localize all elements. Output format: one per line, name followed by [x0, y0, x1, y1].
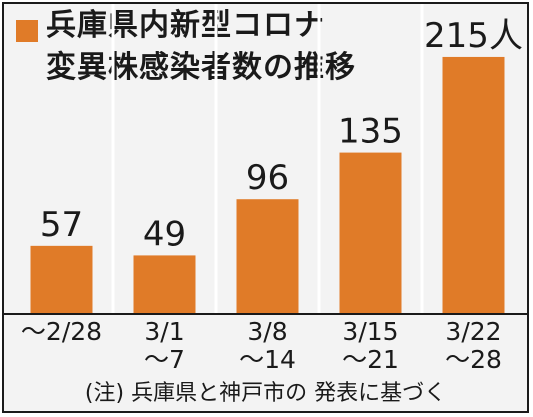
chart-frame: 兵庫県内新型コロナ 変異株感染者数の推移 57 49 96 135 215人 ～2/28…: [2, 2, 529, 413]
title-marker-square: [16, 20, 38, 42]
bar-chart: 57 49 96 135 215人: [4, 4, 527, 315]
bar-value-label: 135: [338, 112, 403, 152]
bar: [133, 255, 196, 314]
chart-title-line-1: 兵庫県内新型コロナ: [46, 8, 325, 43]
x-tick-label: 3/22: [445, 317, 502, 346]
x-tick-label: ～7: [144, 345, 185, 374]
bar: [30, 245, 93, 314]
x-tick-label: 3/15: [342, 317, 399, 346]
bar: [339, 152, 402, 314]
bar: [442, 56, 505, 314]
bar: [236, 199, 299, 314]
chart-footnote: (注) 兵庫県と神戸市の 発表に基づく: [84, 381, 447, 406]
x-tick-label: 3/8: [247, 317, 288, 346]
x-tick-label: ～28: [445, 345, 502, 374]
x-tick-label: ～2/28: [20, 317, 103, 346]
x-tick-label: ～14: [239, 345, 296, 374]
x-tick-label: 3/1: [144, 317, 185, 346]
bar-value-label: 49: [143, 214, 186, 254]
bar-value-label: 215人: [424, 16, 523, 56]
bar-value-label: 96: [246, 158, 289, 198]
bar-value-label: 57: [40, 205, 83, 245]
chart-title-line-2: 変異株感染者数の推移: [46, 50, 356, 85]
x-tick-label: ～21: [342, 345, 399, 374]
